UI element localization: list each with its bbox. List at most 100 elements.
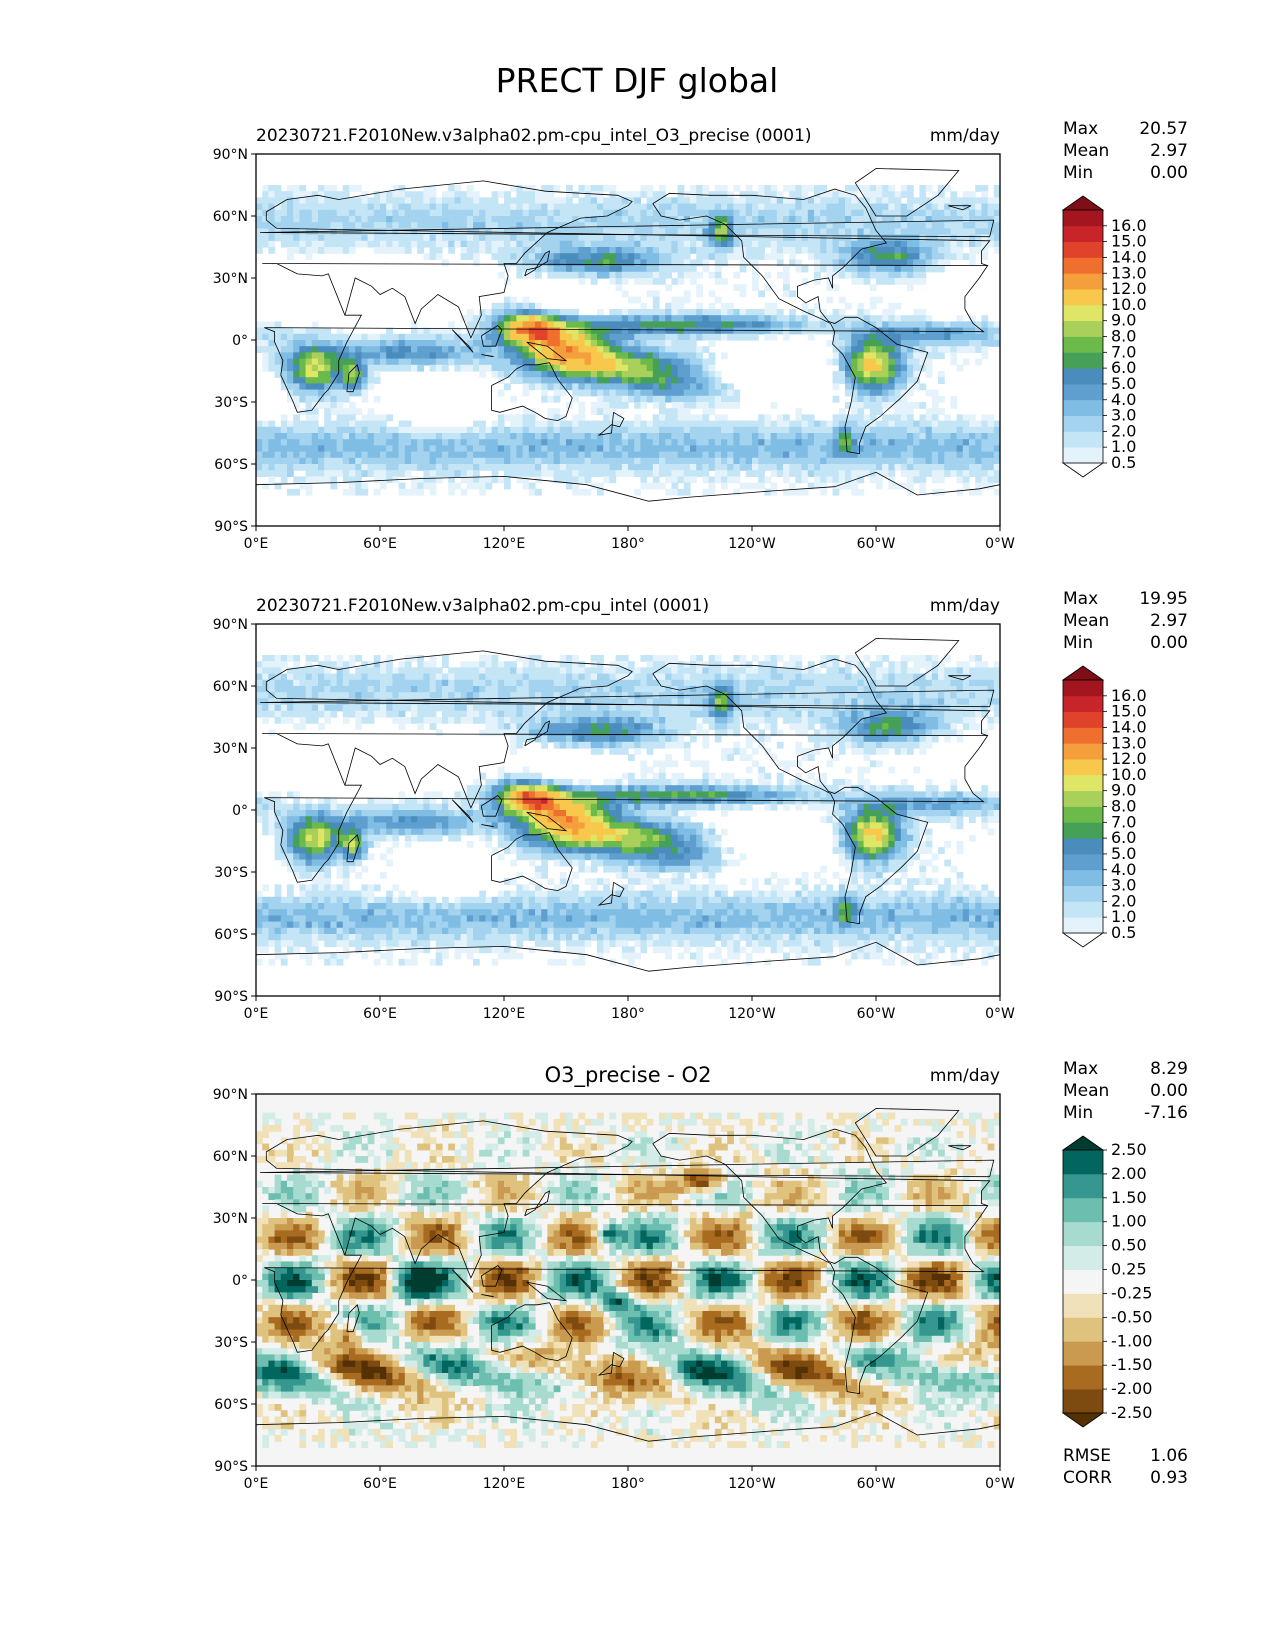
x-tick-label: 0°E	[244, 536, 269, 552]
field-cell	[714, 402, 722, 409]
field-cell	[615, 426, 623, 434]
field-cell	[634, 667, 641, 675]
field-cell	[975, 228, 982, 236]
field-cell	[950, 191, 958, 198]
field-cell	[789, 309, 796, 316]
field-cell	[535, 451, 542, 459]
field-cell	[931, 673, 939, 681]
field-cell	[299, 333, 307, 341]
field-cell	[535, 439, 542, 446]
field-cell	[745, 439, 753, 446]
field-cell	[318, 209, 325, 217]
field-cell	[851, 315, 858, 322]
field-cell	[907, 476, 914, 484]
field-cell	[826, 265, 834, 273]
field-cell	[404, 457, 412, 465]
field-cell	[851, 488, 858, 496]
field-cell	[745, 457, 753, 465]
field-cell	[987, 240, 995, 248]
field-cell	[894, 228, 902, 236]
field-cell	[801, 216, 809, 223]
field-cell	[851, 340, 858, 347]
field-cell	[696, 290, 703, 298]
field-cell	[324, 661, 331, 668]
field-cell	[956, 364, 964, 372]
field-cell	[256, 327, 263, 335]
field-cell	[541, 346, 548, 353]
field-cell	[758, 290, 765, 298]
field-cell	[541, 667, 548, 675]
field-cell	[280, 209, 288, 217]
field-cell	[491, 327, 499, 335]
field-cell	[690, 197, 697, 205]
field-cell	[367, 457, 375, 465]
field-cell	[361, 667, 369, 675]
field-cell	[274, 191, 282, 198]
field-cell	[838, 377, 846, 384]
field-cell	[435, 333, 443, 341]
field-cell	[516, 414, 524, 422]
field-cell	[578, 352, 586, 360]
field-cell	[745, 240, 753, 248]
field-cell	[876, 209, 883, 217]
field-cell	[404, 673, 412, 681]
field-cell	[497, 433, 505, 440]
field-cell	[504, 352, 511, 360]
field-cell	[429, 661, 437, 668]
field-cell	[491, 253, 499, 260]
field-cell	[634, 377, 641, 384]
field-cell	[938, 420, 945, 428]
field-cell	[721, 470, 728, 477]
field-cell	[665, 414, 672, 422]
field-cell	[931, 203, 939, 211]
field-cell	[814, 476, 821, 484]
field-cell	[522, 340, 530, 347]
field-cell	[888, 464, 896, 471]
field-cell	[652, 439, 660, 446]
field-cell	[355, 216, 362, 223]
field-cell	[950, 395, 958, 403]
field-cell	[745, 315, 753, 322]
field-cell	[702, 333, 710, 341]
field-cell	[485, 476, 493, 484]
field-cell	[690, 340, 697, 347]
field-cell	[311, 240, 319, 248]
field-cell	[764, 315, 772, 322]
field-cell	[752, 327, 759, 335]
field-cell	[758, 457, 765, 465]
field-cell	[287, 191, 294, 198]
field-cell	[956, 433, 964, 440]
field-cell	[404, 439, 412, 446]
field-cell	[324, 457, 331, 465]
field-cell	[299, 327, 307, 335]
field-cell	[938, 209, 945, 217]
field-cell	[448, 203, 455, 211]
field-cell	[411, 464, 418, 471]
field-cell	[597, 209, 604, 217]
field-cell	[553, 209, 561, 217]
field-cell	[894, 234, 902, 242]
field-cell	[417, 216, 424, 223]
field-cell	[962, 426, 970, 434]
field-cell	[832, 476, 840, 484]
colorbar-tick-label: 6.0	[1111, 358, 1136, 377]
field-cell	[311, 321, 319, 329]
field-cell	[677, 673, 685, 681]
field-cell	[621, 278, 629, 285]
field-cell	[268, 216, 276, 223]
field-cell	[423, 240, 431, 248]
field-cell	[993, 476, 1000, 484]
field-cell	[950, 228, 958, 236]
field-cell	[460, 234, 468, 242]
field-cell	[466, 222, 474, 229]
field-cell	[311, 395, 319, 403]
field-cell	[956, 247, 964, 254]
field-cell	[547, 358, 555, 366]
field-cell	[386, 661, 393, 668]
field-cell	[764, 327, 772, 335]
field-cell	[838, 408, 846, 415]
field-cell	[386, 209, 393, 217]
field-cell	[423, 692, 431, 699]
field-cell	[510, 433, 517, 440]
field-cell	[764, 203, 772, 211]
